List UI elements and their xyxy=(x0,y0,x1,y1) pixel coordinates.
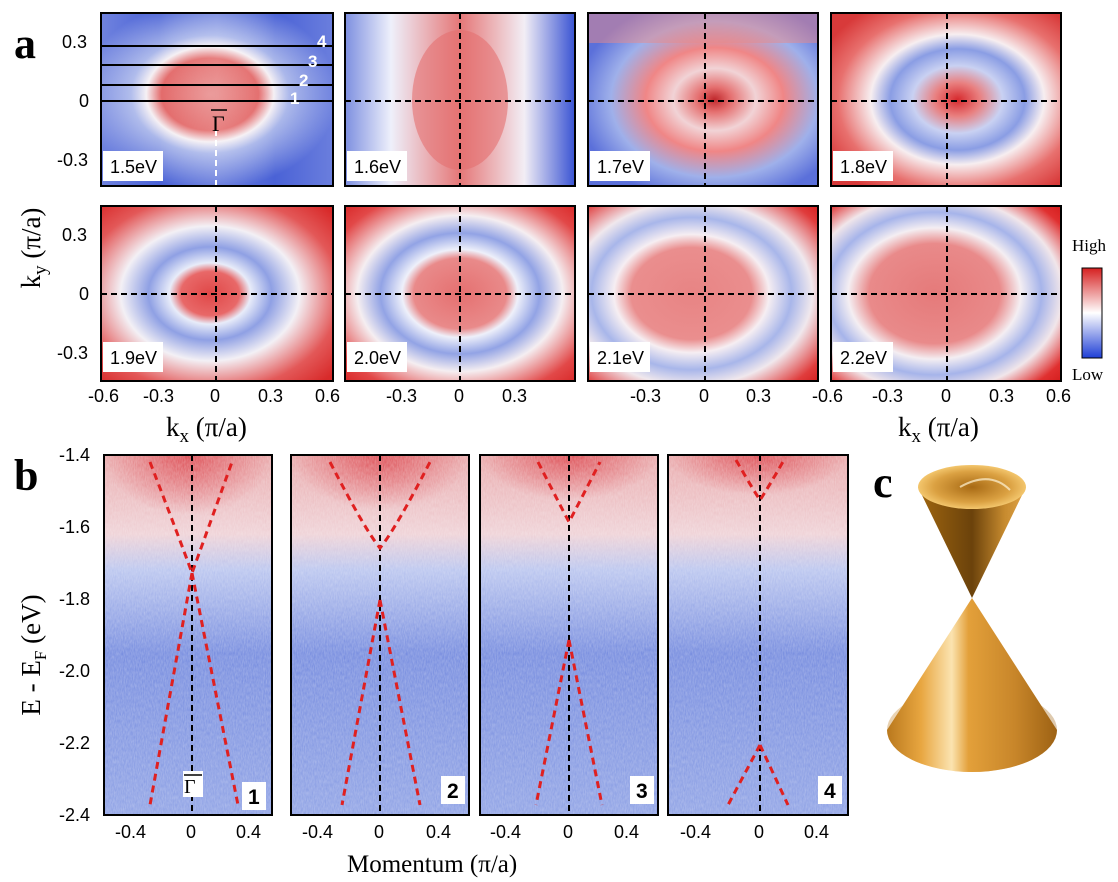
energy-label-4: 1.8eV xyxy=(840,157,887,177)
band-cut-number-2: 2 xyxy=(447,780,459,803)
momentum-tick-2c: 0.4 xyxy=(426,822,451,842)
momentum-axis: -0.4 0 0.4 -0.4 0 0.4 -0.4 0 0.4 -0.4 0 … xyxy=(115,822,829,878)
energy-axis-label: E - EF (eV) xyxy=(16,594,50,715)
band-cut-3: 3 xyxy=(479,454,659,816)
energy-label-5: 1.9eV xyxy=(110,348,157,368)
band-cut-number-3: 3 xyxy=(636,780,648,803)
kx-tick-a4: 0.3 xyxy=(258,386,283,406)
panel-label-c: c xyxy=(873,458,893,507)
band-cut-1: Γ 1 xyxy=(103,454,273,816)
kx-tick-b1: -0.3 xyxy=(386,386,417,406)
energy-label-2: 1.6eV xyxy=(354,157,401,177)
momentum-tick-1a: -0.4 xyxy=(115,822,146,842)
kx-tick-c3: 0.3 xyxy=(746,386,771,406)
cut-label-3: 3 xyxy=(308,52,317,71)
band-cut-number-4: 4 xyxy=(824,780,836,803)
energy-label-7: 2.1eV xyxy=(597,348,644,368)
kx-tick-a2: -0.3 xyxy=(143,386,174,406)
momentum-tick-3c: 0.4 xyxy=(614,822,639,842)
map-8: 2.2eV xyxy=(830,205,1062,382)
ky-tick-bot-2: 0 xyxy=(79,284,89,304)
kx-tick-a1: -0.6 xyxy=(88,386,119,406)
kx-axis: -0.6 -0.3 0 0.3 0.6 -0.3 0 0.3 -0.3 0 0.… xyxy=(88,386,1071,447)
map-2: 1.6eV xyxy=(344,12,576,187)
panel-label-b: b xyxy=(14,451,38,500)
cut-label-4: 4 xyxy=(317,32,327,51)
energy-tick-5: -2.2 xyxy=(59,733,90,753)
dirac-cone-icon xyxy=(887,465,1057,772)
energy-tick-4: -2.0 xyxy=(59,661,90,681)
colorbar-high-label: High xyxy=(1072,236,1107,255)
kx-tick-a5: 0.6 xyxy=(315,386,340,406)
band-cut-2: 2 xyxy=(290,454,470,816)
cut-label-1: 1 xyxy=(290,89,299,108)
energy-tick-3: -1.8 xyxy=(59,589,90,609)
momentum-tick-4a: -0.4 xyxy=(680,822,711,842)
energy-label-6: 2.0eV xyxy=(354,348,401,368)
ky-axis: 0.3 0 -0.3 0.3 0 -0.3 ky (π/a) xyxy=(16,32,89,363)
kx-tick-d4: 0.3 xyxy=(989,386,1014,406)
map-1: Γ 1 2 3 4 1.5eV xyxy=(100,12,334,187)
map-5: 1.9eV xyxy=(100,205,334,382)
kx-tick-d1: -0.6 xyxy=(812,386,843,406)
energy-axis: -1.4 -1.6 -1.8 -2.0 -2.2 -2.4 E - EF (eV… xyxy=(16,445,90,825)
energy-label-3: 1.7eV xyxy=(597,157,644,177)
cut-label-2: 2 xyxy=(299,71,308,90)
colorbar: High Low xyxy=(1072,236,1107,384)
momentum-tick-2a: -0.4 xyxy=(302,822,333,842)
ky-tick-top-3: -0.3 xyxy=(57,150,88,170)
kx-axis-label-right: kx (π/a) xyxy=(898,412,979,447)
energy-label-8: 2.2eV xyxy=(840,348,887,368)
kx-tick-b2: 0 xyxy=(454,386,464,406)
momentum-tick-1c: 0.4 xyxy=(236,822,261,842)
momentum-axis-label: Momentum (π/a) xyxy=(347,851,517,878)
panel-b: Γ 1 2 3 xyxy=(16,445,849,878)
band-gamma-label: Γ xyxy=(184,776,196,798)
momentum-tick-1b: 0 xyxy=(186,822,196,842)
colorbar-low-label: Low xyxy=(1072,365,1104,384)
momentum-tick-3b: 0 xyxy=(563,822,573,842)
kx-tick-d3: 0 xyxy=(941,386,951,406)
ky-tick-bot-1: 0.3 xyxy=(62,225,87,245)
kx-axis-label-left: kx (π/a) xyxy=(166,412,247,447)
ky-axis-label: ky (π/a) xyxy=(16,208,51,289)
ky-tick-top-1: 0.3 xyxy=(62,32,87,52)
kx-tick-c2: 0 xyxy=(699,386,709,406)
kx-tick-a3: 0 xyxy=(210,386,220,406)
map-4: 1.8eV xyxy=(830,12,1062,187)
band-cut-number-1: 1 xyxy=(248,786,260,809)
map-3: 1.7eV xyxy=(587,12,819,187)
kx-tick-d2: -0.3 xyxy=(872,386,903,406)
energy-label-1: 1.5eV xyxy=(110,157,157,177)
map-7: 2.1eV xyxy=(587,205,819,382)
momentum-tick-4c: 0.4 xyxy=(804,822,829,842)
kx-tick-b3: 0.3 xyxy=(502,386,527,406)
energy-tick-2: -1.6 xyxy=(59,517,90,537)
energy-tick-1: -1.4 xyxy=(59,445,90,465)
ky-tick-bot-3: -0.3 xyxy=(57,343,88,363)
map-6: 2.0eV xyxy=(344,205,576,382)
energy-tick-6: -2.4 xyxy=(59,805,90,825)
momentum-tick-2b: 0 xyxy=(374,822,384,842)
band-cut-4: 4 xyxy=(667,454,849,816)
panel-label-a: a xyxy=(14,19,36,68)
kx-tick-d5: 0.6 xyxy=(1046,386,1071,406)
panel-a: Γ 1 2 3 4 1.5eV 1.6eV 1.7eV xyxy=(16,12,1107,447)
ky-tick-top-2: 0 xyxy=(79,91,89,111)
kx-tick-c1: -0.3 xyxy=(630,386,661,406)
map-gamma-label: Γ xyxy=(212,111,225,136)
momentum-tick-4b: 0 xyxy=(754,822,764,842)
momentum-tick-3a: -0.4 xyxy=(490,822,521,842)
